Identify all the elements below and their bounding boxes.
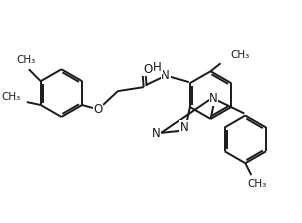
Text: N: N — [209, 92, 218, 105]
Text: O: O — [143, 63, 152, 76]
Text: N: N — [161, 69, 170, 82]
Text: CH₃: CH₃ — [16, 55, 35, 65]
Text: H: H — [153, 61, 162, 74]
Text: O: O — [93, 103, 103, 116]
Text: N: N — [152, 127, 161, 140]
Text: CH₃: CH₃ — [248, 179, 267, 189]
Text: CH₃: CH₃ — [1, 92, 21, 102]
Text: N: N — [180, 121, 188, 134]
Text: CH₃: CH₃ — [230, 50, 250, 60]
